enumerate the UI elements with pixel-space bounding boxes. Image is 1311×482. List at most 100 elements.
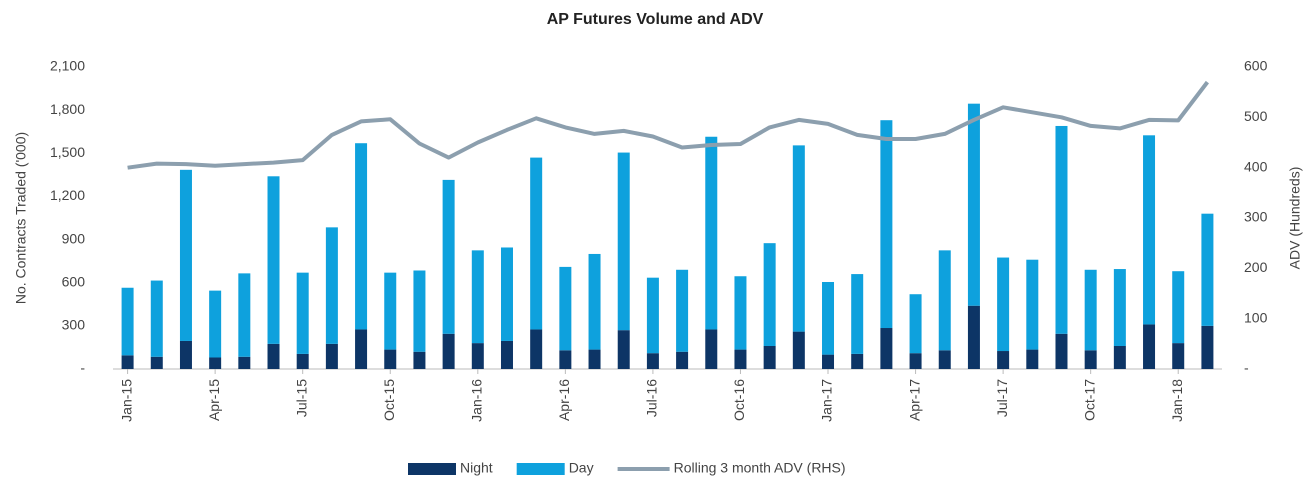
bar-segment <box>179 169 192 341</box>
chart-title: AP Futures Volume and ADV <box>547 11 764 28</box>
bar-segment <box>267 176 280 344</box>
y2-axis-label: ADV (Hundreds) <box>1287 167 1303 270</box>
x-tick-label: Apr-16 <box>556 379 572 421</box>
legend-label: Day <box>569 460 594 476</box>
bar-segment <box>880 328 893 369</box>
bar-segment <box>822 354 835 369</box>
bar-segment <box>530 329 543 369</box>
bar-segment <box>325 227 338 344</box>
x-tick-label: Jan-18 <box>1169 379 1185 422</box>
bar-segment <box>851 274 864 354</box>
bar-segment <box>559 266 572 351</box>
x-tick-label: Oct-17 <box>1081 379 1097 421</box>
bar-segment <box>676 351 689 369</box>
x-tick-label: Jul-15 <box>293 379 309 417</box>
bar-segment <box>325 343 338 369</box>
x-tick-label: Oct-15 <box>381 379 397 421</box>
x-tick-label: Jan-17 <box>819 379 835 422</box>
y-tick-label: - <box>80 360 85 376</box>
bar-segment <box>1084 269 1097 351</box>
bar-segment <box>296 272 309 354</box>
bar-segment <box>705 329 718 369</box>
y2-tick-label: 200 <box>1244 259 1268 275</box>
y2-tick-label: 600 <box>1244 58 1268 74</box>
bar-segment <box>238 356 251 369</box>
x-tick-label: Jul-17 <box>994 379 1010 417</box>
bar-segment <box>413 351 426 369</box>
bar-segment <box>705 136 718 330</box>
legend-swatch <box>408 463 456 475</box>
bar-segment <box>413 270 426 352</box>
bar-segment <box>442 333 455 369</box>
bar-segment <box>1113 345 1126 369</box>
bar-segment <box>179 340 192 369</box>
bar-segment <box>822 281 835 355</box>
bar-segment <box>617 330 630 369</box>
line <box>127 80 1209 170</box>
bar-segment <box>384 349 397 369</box>
bar-segment <box>1201 325 1214 369</box>
bar-segment <box>209 357 222 369</box>
bar-segment <box>1143 324 1156 369</box>
bar-segment <box>1026 259 1039 350</box>
bar-segment <box>997 351 1010 369</box>
bar-segment <box>384 272 397 350</box>
bar-segment <box>676 269 689 352</box>
bar-segment <box>1055 125 1068 334</box>
bar-segment <box>530 157 543 330</box>
bar-segment <box>909 353 922 369</box>
bar-segment <box>471 250 484 344</box>
bar-segment <box>442 179 455 334</box>
y-tick-label: 1,200 <box>50 187 85 203</box>
y-tick-label: 900 <box>62 230 86 246</box>
bar-segment <box>1113 269 1126 346</box>
bar-segment <box>355 143 368 330</box>
bar-segment <box>121 287 134 356</box>
bar-segment <box>792 331 805 369</box>
x-tick-label: Oct-16 <box>731 379 747 421</box>
bar-segment <box>967 305 980 369</box>
bar-segment <box>734 349 747 369</box>
bar-segment <box>588 253 601 350</box>
bar-segment <box>646 277 659 354</box>
x-tick-label: Apr-17 <box>906 379 922 421</box>
bar-segment <box>150 280 163 357</box>
x-tick-label: Jan-16 <box>469 379 485 422</box>
y-tick-label: 1,500 <box>50 144 85 160</box>
bar-segment <box>471 343 484 369</box>
bar-segment <box>267 343 280 369</box>
bar-segment <box>617 152 630 331</box>
bar-segment <box>209 290 222 358</box>
bar-segment <box>967 103 980 306</box>
bar-segment <box>588 349 601 369</box>
y-axis-label: No. Contracts Traded ('000) <box>13 132 29 304</box>
bar-segment <box>909 294 922 354</box>
y-tick-label: 1,800 <box>50 101 85 117</box>
bar-segment <box>355 329 368 369</box>
bar-segment <box>851 353 864 369</box>
x-tick-label: Jul-16 <box>644 379 660 417</box>
bar-segment <box>763 345 776 369</box>
bar-segment <box>646 353 659 369</box>
bar-segment <box>1143 135 1156 325</box>
x-tick-label: Jan-15 <box>118 379 134 422</box>
bar-segment <box>559 350 572 369</box>
bar-segment <box>1201 213 1214 326</box>
y2-tick-label: 400 <box>1244 158 1268 174</box>
bar-segment <box>1055 333 1068 369</box>
x-tick-label: Apr-15 <box>206 379 222 421</box>
y-tick-label: 300 <box>62 317 86 333</box>
y-tick-label: 2,100 <box>50 58 85 74</box>
y2-tick-label: - <box>1244 360 1249 376</box>
legend-label: Night <box>460 460 493 476</box>
bar-segment <box>1026 349 1039 369</box>
y2-tick-label: 300 <box>1244 209 1268 225</box>
y2-tick-label: 100 <box>1244 309 1268 325</box>
bar-segment <box>734 276 747 350</box>
bar-segment <box>121 355 134 369</box>
bar-segment <box>150 356 163 369</box>
bar-segment <box>880 120 893 329</box>
bar-segment <box>938 350 951 369</box>
y-tick-label: 600 <box>62 273 86 289</box>
